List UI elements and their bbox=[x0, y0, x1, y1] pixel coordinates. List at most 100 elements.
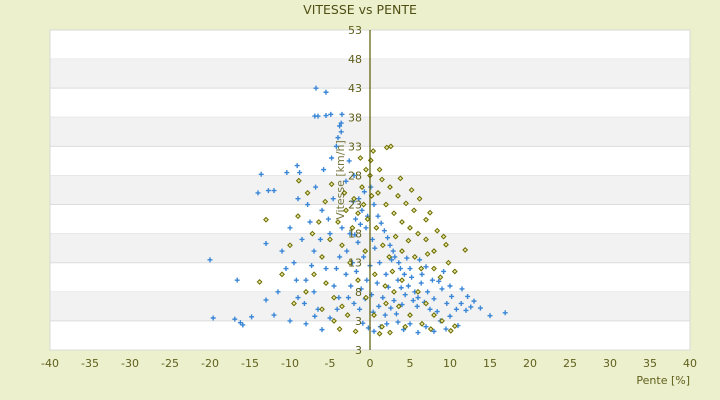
data-point-blue bbox=[355, 239, 361, 245]
data-point-blue bbox=[293, 277, 299, 283]
x-tick-label: 5 bbox=[407, 357, 414, 370]
x-tick-label: 35 bbox=[643, 357, 657, 370]
data-point-blue bbox=[309, 263, 315, 269]
y-tick-label: 43 bbox=[348, 82, 362, 95]
data-point-blue bbox=[328, 111, 334, 117]
data-point-blue bbox=[453, 306, 459, 312]
data-point-olive bbox=[391, 288, 397, 295]
data-point-blue bbox=[391, 298, 397, 304]
x-tick-label: -35 bbox=[81, 357, 99, 370]
data-point-olive bbox=[431, 312, 437, 318]
data-point-blue bbox=[339, 111, 345, 117]
data-point-blue bbox=[327, 315, 333, 321]
data-point-olive bbox=[364, 216, 371, 222]
data-point-olive bbox=[383, 300, 389, 307]
data-point-blue bbox=[284, 170, 290, 176]
data-point-blue bbox=[374, 280, 380, 286]
data-point-olive bbox=[319, 254, 325, 260]
data-point-olive bbox=[370, 148, 377, 154]
data-point-blue bbox=[313, 85, 319, 91]
data-point-olive bbox=[347, 259, 353, 266]
data-point-blue bbox=[368, 184, 374, 190]
data-point-blue bbox=[458, 300, 464, 306]
data-point-blue bbox=[356, 196, 362, 202]
data-point-olive bbox=[462, 247, 469, 253]
data-point-blue bbox=[279, 248, 285, 254]
data-point-blue bbox=[232, 316, 238, 322]
data-point-blue bbox=[339, 225, 345, 231]
data-point-blue bbox=[346, 158, 352, 164]
data-point-olive bbox=[375, 190, 381, 196]
data-point-blue bbox=[444, 300, 450, 306]
data-point-blue bbox=[327, 231, 333, 237]
data-point-blue bbox=[415, 330, 421, 336]
data-point-blue bbox=[415, 295, 421, 301]
data-point-olive bbox=[339, 303, 345, 310]
data-point-blue bbox=[431, 328, 437, 334]
data-point-blue bbox=[371, 328, 377, 334]
x-tick-label: 0 bbox=[367, 357, 374, 370]
data-point-olive bbox=[303, 288, 309, 295]
data-point-olive bbox=[431, 265, 437, 272]
data-point-blue bbox=[487, 313, 493, 319]
data-point-blue bbox=[351, 172, 357, 178]
data-point-blue bbox=[468, 304, 474, 310]
data-point-olive bbox=[451, 323, 458, 330]
data-point-blue bbox=[384, 321, 390, 327]
data-point-olive bbox=[352, 328, 359, 335]
data-point-blue bbox=[439, 286, 445, 292]
data-point-blue bbox=[311, 289, 317, 295]
data-point-blue bbox=[329, 155, 335, 161]
data-point-olive bbox=[423, 300, 429, 307]
data-point-olive bbox=[373, 224, 380, 231]
data-point-olive bbox=[311, 271, 317, 278]
data-point-blue bbox=[502, 310, 508, 316]
data-point-blue bbox=[389, 257, 395, 263]
y-tick-label: 23 bbox=[348, 199, 362, 212]
data-point-blue bbox=[297, 170, 303, 176]
data-point-blue bbox=[317, 236, 323, 242]
data-point-blue bbox=[344, 248, 350, 254]
data-point-blue bbox=[402, 292, 408, 298]
data-point-olive bbox=[431, 248, 437, 254]
data-point-blue bbox=[425, 289, 431, 295]
data-point-olive bbox=[295, 213, 301, 220]
data-point-blue bbox=[287, 225, 293, 231]
data-point-blue bbox=[348, 283, 354, 289]
data-point-blue bbox=[357, 306, 363, 312]
data-point-blue bbox=[338, 120, 344, 126]
data-point-blue bbox=[372, 245, 378, 251]
data-point-olive bbox=[445, 259, 452, 266]
data-point-blue bbox=[385, 235, 391, 241]
data-point-blue bbox=[338, 129, 344, 135]
data-point-blue bbox=[459, 286, 465, 292]
x-tick-label: -20 bbox=[201, 357, 219, 370]
data-point-olive bbox=[355, 210, 361, 217]
data-point-olive bbox=[349, 224, 356, 231]
x-tick-label: -15 bbox=[241, 357, 259, 370]
data-point-blue bbox=[380, 295, 386, 301]
data-point-olive bbox=[256, 279, 263, 285]
x-tick-label: 30 bbox=[603, 357, 617, 370]
x-tick-labels: -40 -35 -30 -25 -20 -15 -10 -5 0 5 10 15 20 25 30 35 40 bbox=[41, 357, 697, 370]
x-tick-label: 15 bbox=[483, 357, 497, 370]
data-point-blue bbox=[337, 123, 343, 129]
data-point-blue bbox=[404, 255, 410, 261]
data-point-blue bbox=[303, 277, 309, 283]
data-point-blue bbox=[258, 171, 264, 177]
x-axis-title: Pente [%] bbox=[636, 374, 690, 387]
data-point-blue bbox=[388, 305, 394, 311]
data-point-blue bbox=[423, 324, 429, 330]
data-point-olive bbox=[395, 303, 402, 310]
x-tick-label: -40 bbox=[41, 357, 59, 370]
data-point-olive bbox=[407, 224, 413, 231]
data-point-blue bbox=[275, 289, 281, 295]
data-point-blue bbox=[305, 202, 311, 208]
data-point-blue bbox=[352, 232, 358, 238]
data-point-olive bbox=[379, 176, 385, 183]
data-point-olive bbox=[355, 277, 361, 284]
data-point-olive bbox=[371, 312, 377, 318]
data-point-blue bbox=[449, 293, 455, 299]
data-point-olive bbox=[399, 277, 405, 284]
data-point-blue bbox=[359, 207, 365, 213]
